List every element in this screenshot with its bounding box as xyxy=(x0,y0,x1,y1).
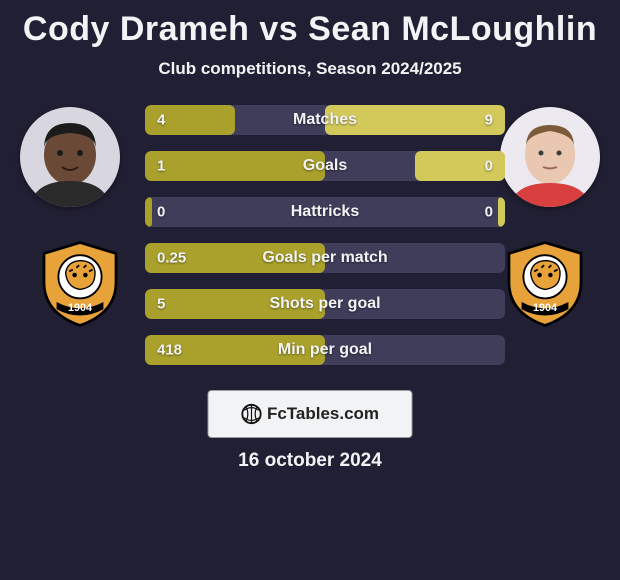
stat-bars: Matches49 Goals10 Hattricks00 Goals per mat… xyxy=(145,105,505,381)
source-label: FcTables.com xyxy=(267,404,379,424)
club-year-left: 1904 xyxy=(68,302,92,314)
player-left-avatar xyxy=(20,107,120,207)
subtitle: Club competitions, Season 2024/2025 xyxy=(10,59,610,79)
bar-left-fill xyxy=(145,197,152,227)
bar-right-fill xyxy=(325,105,505,135)
avatar-right-svg xyxy=(500,107,600,207)
fctables-logo-icon xyxy=(241,403,263,425)
player-right-avatar xyxy=(500,107,600,207)
bar-track xyxy=(145,197,505,227)
stat-row: Hattricks00 xyxy=(145,197,505,227)
bar-left-fill xyxy=(145,243,325,273)
bar-left-fill xyxy=(145,289,325,319)
comparison-card: Cody Drameh vs Sean McLoughlin Club comp… xyxy=(0,0,620,580)
club-badge-left: 1904 xyxy=(35,239,125,329)
bar-right-fill xyxy=(415,151,505,181)
bar-left-fill xyxy=(145,335,325,365)
date-label: 16 october 2024 xyxy=(0,450,620,472)
club-shield-left: 1904 xyxy=(35,239,125,329)
page-title: Cody Drameh vs Sean McLoughlin xyxy=(10,10,610,49)
stat-row: Matches49 xyxy=(145,105,505,135)
stat-row: Shots per goal5 xyxy=(145,289,505,319)
source-box: FcTables.com xyxy=(208,390,413,438)
stat-row: Goals10 xyxy=(145,151,505,181)
stat-row: Goals per match0.25 xyxy=(145,243,505,273)
bar-left-fill xyxy=(145,105,235,135)
club-shield-right: 1904 xyxy=(500,239,590,329)
bar-left-fill xyxy=(145,151,325,181)
club-year-right: 1904 xyxy=(533,302,557,314)
club-badge-right: 1904 xyxy=(500,239,590,329)
bar-right-fill xyxy=(498,197,505,227)
avatar-left-svg xyxy=(20,107,120,207)
stat-row: Min per goal418 xyxy=(145,335,505,365)
